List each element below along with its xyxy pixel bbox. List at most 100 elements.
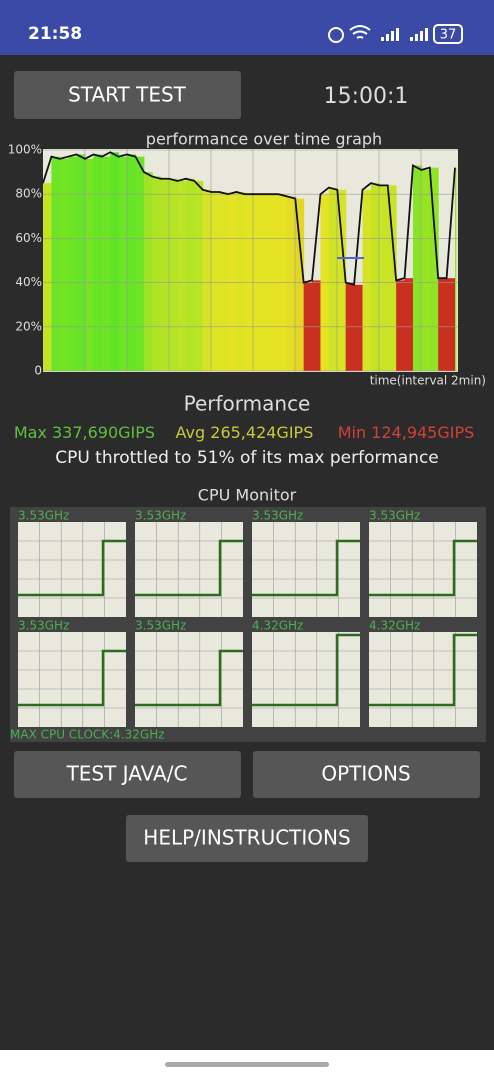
- perf-bar: [362, 189, 372, 371]
- perf-bar: [421, 169, 431, 371]
- y-tick-label: 60%: [15, 231, 42, 245]
- button-label: START TEST: [68, 83, 187, 107]
- core-graph: [18, 632, 126, 727]
- status-bar: [0, 0, 494, 55]
- graph-title: performance over time graph: [146, 130, 382, 149]
- battery-level: 37: [440, 28, 457, 43]
- core-graph: [18, 522, 126, 617]
- cpu-monitor-title: CPU Monitor: [198, 486, 297, 505]
- graph-layer: 0 20% 40% 60% 80% 100%: [8, 143, 458, 378]
- core-label: 4.32GHz: [369, 619, 420, 633]
- throttle-text: CPU throttled to 51% of its max performa…: [55, 448, 439, 468]
- core-graph: [369, 522, 477, 617]
- test-java-c-button[interactable]: TEST JAVA/C: [14, 751, 241, 798]
- y-tick-label: 40%: [15, 275, 42, 289]
- core-graph: [135, 522, 243, 617]
- button-label: OPTIONS: [321, 762, 410, 786]
- button-label: TEST JAVA/C: [66, 762, 188, 786]
- perf-bar: [211, 191, 221, 371]
- core-graph: [369, 632, 477, 727]
- button-bg: [14, 751, 241, 798]
- y-tick-label: 0: [34, 364, 42, 378]
- start-test-button[interactable]: START TEST: [14, 71, 241, 119]
- core-line: [135, 539, 243, 597]
- perf-bar: [412, 165, 422, 371]
- button-bg: [253, 751, 480, 798]
- core-label: 3.53GHz: [18, 509, 69, 523]
- perf-bar: [68, 156, 78, 371]
- perf-bar: [354, 284, 364, 371]
- perf-bar: [295, 198, 305, 371]
- y-tick-label: 80%: [15, 187, 42, 201]
- max-stat: Max 337,690GIPS: [14, 423, 155, 442]
- perf-bar: [455, 167, 457, 371]
- core-line: [252, 633, 360, 707]
- perf-bar: [101, 156, 111, 371]
- perf-bar: [202, 189, 212, 371]
- perf-bar: [160, 178, 170, 371]
- home-indicator[interactable]: [165, 1062, 329, 1067]
- perf-bar: [177, 180, 187, 371]
- perf-line: [42, 151, 456, 286]
- perf-bar: [59, 158, 69, 371]
- help-button[interactable]: HELP/INSTRUCTIONS: [126, 815, 368, 862]
- perf-bar: [43, 183, 52, 371]
- performance-stats: Max 337,690GIPS Avg 265,424GIPS Min 124,…: [14, 423, 474, 442]
- y-tick-label: 20%: [15, 319, 42, 333]
- core-line: [18, 539, 126, 597]
- perf-bar: [379, 185, 389, 371]
- perf-bar: [135, 156, 145, 371]
- core-label: 3.53GHz: [135, 619, 186, 633]
- avg-stat: Avg 265,424GIPS: [176, 423, 314, 442]
- button-label: HELP/INSTRUCTIONS: [143, 826, 350, 850]
- perf-bar: [169, 178, 179, 371]
- core-graph: [252, 522, 360, 617]
- perf-bar: [396, 280, 406, 371]
- core-line: [369, 539, 477, 597]
- perf-bar: [387, 185, 397, 371]
- perf-bar: [194, 180, 204, 371]
- perf-bar: [51, 156, 61, 371]
- perf-bar: [236, 191, 246, 371]
- perf-bar: [328, 187, 338, 371]
- core-line: [18, 649, 126, 707]
- y-tick-label: 100%: [8, 143, 42, 157]
- button-bg: [14, 71, 241, 119]
- perf-bar: [152, 176, 162, 371]
- perf-bar: [337, 189, 347, 371]
- perf-bar: [127, 154, 136, 371]
- performance-title: Performance: [184, 392, 311, 416]
- timer: 15:00:1: [324, 84, 409, 109]
- core-graph: [252, 632, 360, 727]
- core-label: 3.53GHz: [135, 509, 186, 523]
- options-button[interactable]: OPTIONS: [253, 751, 480, 798]
- signal-icons: [381, 28, 428, 41]
- perf-bar: [76, 154, 86, 371]
- perf-bar: [118, 156, 128, 371]
- clock: 21:58: [28, 24, 82, 44]
- perf-bar: [429, 167, 439, 371]
- perf-bar: [438, 278, 448, 371]
- x-axis-label: time(interval 2min): [370, 374, 486, 388]
- max-cpu-clock: MAX CPU CLOCK:4.32GHz: [10, 728, 165, 742]
- core-line: [369, 633, 477, 707]
- perf-bar: [185, 178, 195, 371]
- core-line: [135, 649, 243, 707]
- min-stat: Min 124,945GIPS: [338, 423, 475, 442]
- perf-bar: [404, 278, 414, 371]
- perf-bar: [143, 172, 153, 371]
- perf-bar: [85, 158, 94, 371]
- core-line: [252, 539, 360, 597]
- perf-bar: [286, 196, 296, 371]
- perf-bar: [110, 152, 120, 371]
- battery-icon: [433, 24, 463, 44]
- core-label: 4.32GHz: [252, 619, 303, 633]
- perf-bar: [93, 154, 103, 371]
- status-icons: [328, 25, 371, 43]
- core-graph: [135, 632, 243, 727]
- core-label: 3.53GHz: [252, 509, 303, 523]
- perf-bar: [312, 280, 321, 371]
- perf-bar: [219, 191, 229, 371]
- core-label: 3.53GHz: [369, 509, 420, 523]
